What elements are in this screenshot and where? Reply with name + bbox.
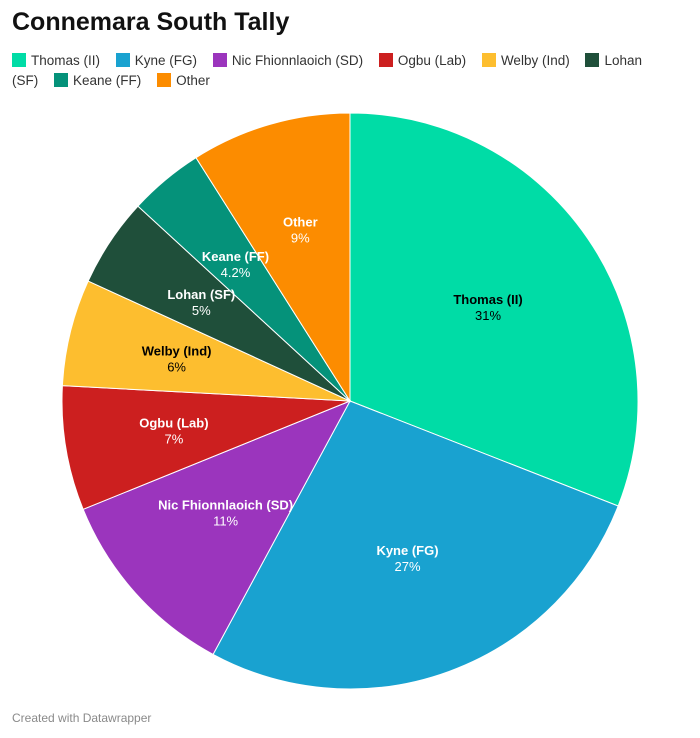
slice-label-welby-ind: Welby (Ind) 6%: [142, 343, 212, 374]
slice-label-value: 4.2%: [221, 265, 251, 280]
legend-item-kyne-fg: Kyne (FG): [115, 53, 198, 68]
legend-swatch: [212, 53, 227, 67]
slice-label-nic-fhionnlaoich-sd: Nic Fhionnlaoich (SD) 11%: [158, 498, 293, 529]
pie-slice-ogbu-lab: [61, 385, 351, 510]
chart-legend: Thomas (II) Kyne (FG) Nic Fhionnlaoich (…: [12, 51, 652, 91]
legend-item-nic-fhionnlaoich-sd: Nic Fhionnlaoich (SD): [212, 53, 364, 68]
slice-label-kyne-fg: Kyne (FG) 27%: [376, 543, 438, 574]
slice-label-other: Other 9%: [283, 215, 318, 246]
slice-label-ogbu-lab: Ogbu (Lab) 7%: [139, 416, 208, 447]
chart-title: Connemara South Tally: [12, 8, 290, 36]
slice-label-value: 5%: [192, 303, 211, 318]
slice-label-name: Ogbu (Lab): [139, 416, 208, 431]
legend-label: Other: [176, 73, 210, 88]
legend-swatch: [12, 53, 26, 67]
slice-label-lohan-sf: Lohan (SF) 5%: [167, 287, 235, 318]
pie-chart: Thomas (II) 31% Kyne (FG) 27% Nic Fhionnlaoi…: [61, 112, 639, 690]
legend-swatch: [54, 73, 69, 87]
slice-label-name: Kyne (FG): [376, 543, 438, 558]
pie-slice-other: [195, 112, 351, 403]
pie-slice-thomas-ii: [349, 112, 639, 507]
legend-label: Kyne (FG): [134, 53, 198, 68]
legend-label: Ogbu (Lab): [397, 53, 467, 68]
legend-swatch: [115, 53, 130, 67]
legend-swatch: [157, 73, 172, 87]
legend-label: Nic Fhionnlaoich (SD): [231, 53, 364, 68]
legend-label: Keane (FF): [73, 73, 142, 88]
pie-slice-nic-fhionnlaoich-sd: [82, 400, 352, 656]
slice-label-name: Welby (Ind): [142, 343, 212, 358]
legend-item-other: Other: [157, 73, 210, 88]
slice-label-value: 6%: [167, 359, 186, 374]
legend-swatch: [378, 53, 393, 67]
slice-label-value: 11%: [213, 514, 238, 529]
slice-label-name: Thomas (II): [453, 292, 522, 307]
legend-label: Thomas (II): [31, 53, 101, 68]
slice-label-value: 27%: [394, 559, 420, 574]
slice-label-value: 31%: [475, 308, 501, 323]
slice-label-value: 7%: [165, 432, 184, 447]
legend-label: Welby (Ind): [500, 53, 570, 68]
slice-label-name: Keane (FF): [202, 249, 269, 264]
slice-label-name: Lohan (SF): [167, 287, 235, 302]
pie-slice-kyne-fg: [212, 400, 619, 690]
legend-label: Lohan (SF): [12, 53, 643, 88]
footer-credit: Created with Datawrapper: [12, 711, 152, 725]
legend-item-keane-ff: Keane (FF): [54, 73, 141, 88]
legend-item-welby-ind: Welby (Ind): [481, 53, 570, 68]
slice-label-value: 9%: [291, 231, 310, 246]
legend-item-lohan-sf: Lohan (SF): [12, 53, 642, 88]
legend-swatch: [481, 53, 496, 67]
slice-label-thomas-ii: Thomas (II) 31%: [453, 292, 522, 323]
slice-label-keane-ff: Keane (FF) 4.2%: [202, 249, 269, 280]
slice-label-name: Other: [283, 215, 318, 230]
slice-label-name: Nic Fhionnlaoich (SD): [158, 498, 293, 513]
legend-item-thomas-ii: Thomas (II): [12, 53, 100, 68]
legend-item-ogbu-lab: Ogbu (Lab): [378, 53, 467, 68]
legend-swatch: [585, 53, 600, 67]
